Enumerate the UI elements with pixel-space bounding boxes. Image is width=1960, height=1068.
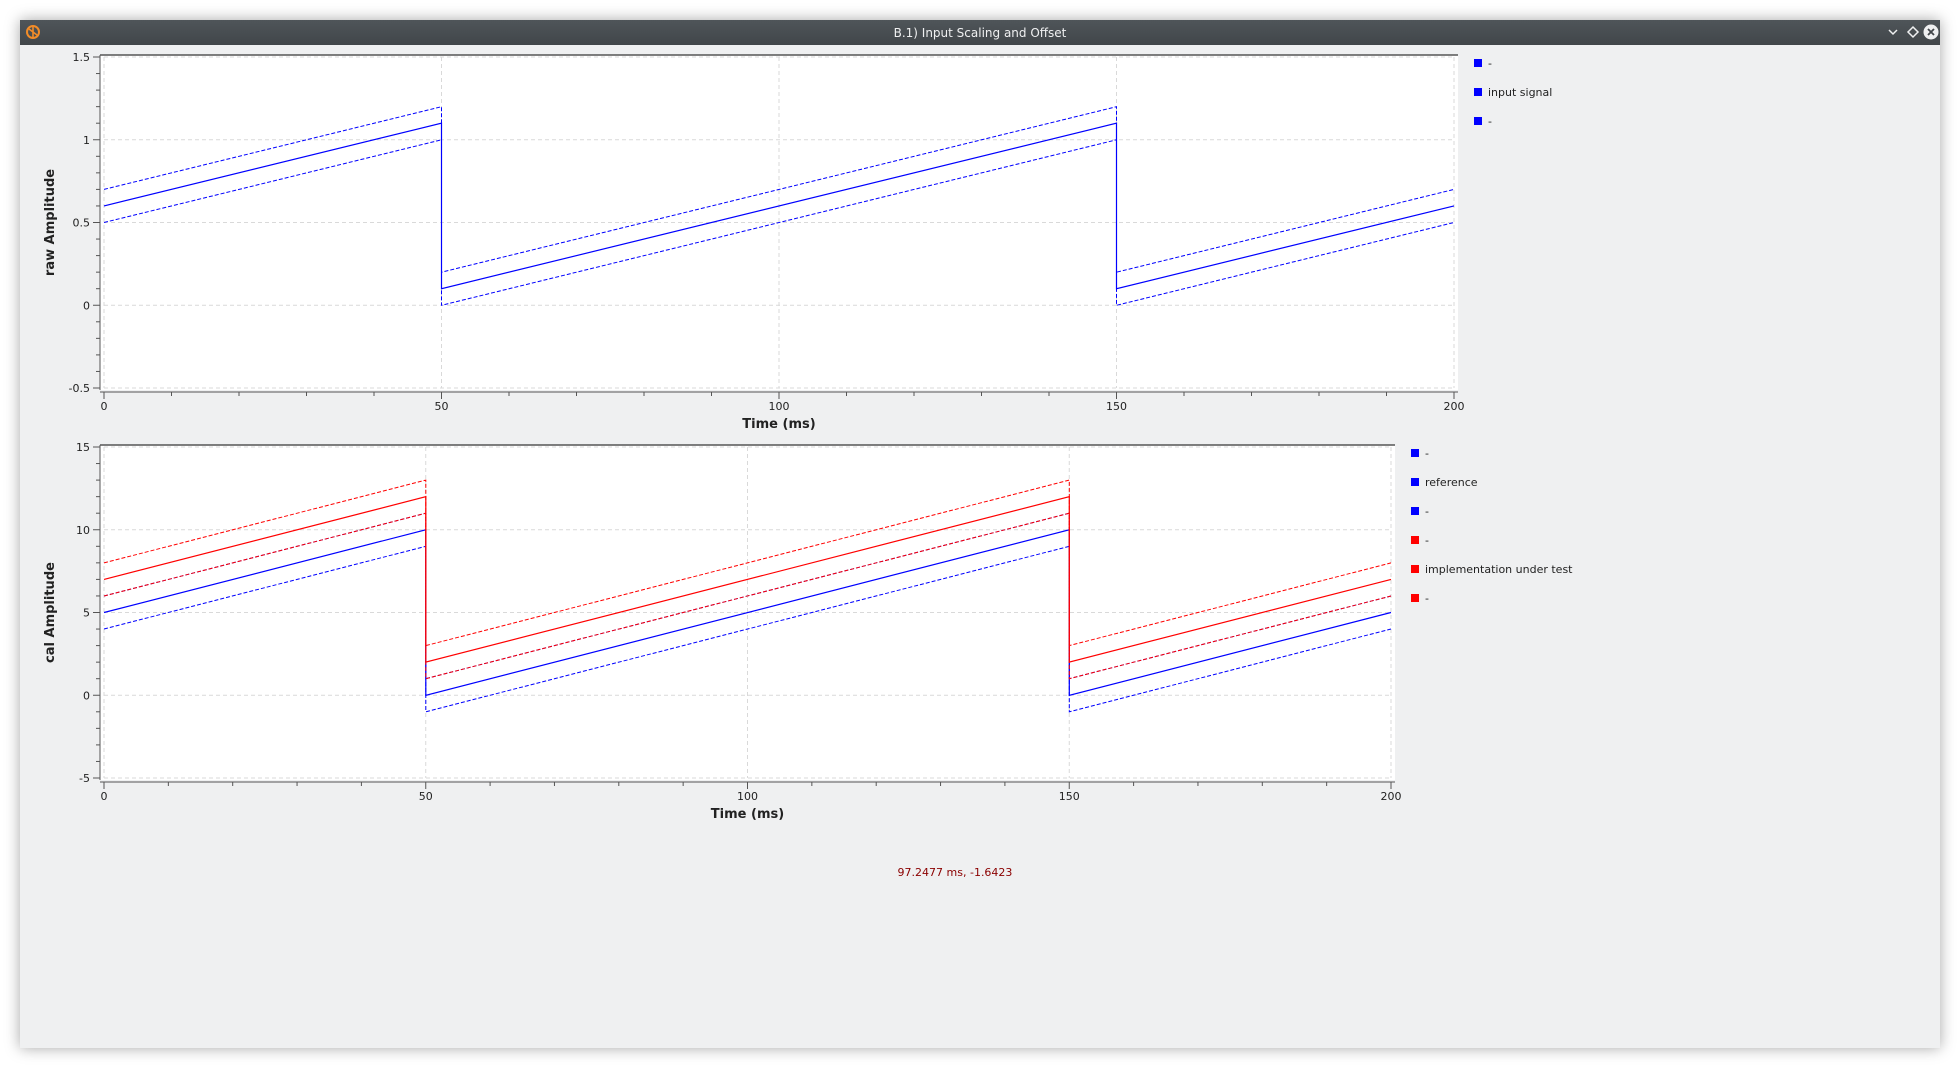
legend-swatch[interactable] [1411,449,1419,457]
x-axis-label: Time (ms) [711,807,784,822]
y-tick-label: 0.5 [73,217,91,230]
y-tick-label: 0 [83,689,90,702]
cursor-readout: 97.2477 ms, -1.6423 [898,866,1013,879]
legend-swatch[interactable] [1474,117,1482,125]
axes: 0 50 100 150 200 -0.5 0 0.5 1 1.5 [69,51,1465,413]
x-tick-label: 0 [101,790,108,803]
y-axis-label: cal Amplitude [43,562,58,663]
y-tick-label: 1 [83,134,90,147]
x-tick-label: 100 [737,790,758,803]
series-line [103,122,1455,290]
legend-label[interactable]: implementation under test [1425,563,1573,576]
x-axis-label: Time (ms) [742,417,815,432]
app-window: B.1) Input Scaling and Offset 0 50 100 150 2… [20,20,1940,1048]
series-line [103,529,1392,697]
legend-swatch[interactable] [1411,536,1419,544]
axes: 0 50 100 150 200 -5 0 5 10 15 [76,441,1402,803]
series-line [103,479,1392,647]
x-tick-label: 200 [1381,790,1402,803]
minimize-icon[interactable] [1884,23,1902,41]
plot-area[interactable]: 0 50 100 150 200-0.500.511.5 Time (ms) raw A… [20,20,1940,1048]
legend[interactable]: - input signal - [1474,57,1552,128]
legend-swatch[interactable] [1474,59,1482,67]
x-tick-label: 50 [419,790,433,803]
legend-label[interactable]: - [1488,115,1492,128]
legend-label[interactable]: - [1425,447,1429,460]
raw-amplitude-plot[interactable]: 0 50 100 150 200 -0.5 0 0.5 1 1.5 Time (ms) raw A… [43,51,1552,432]
x-tick-label: 150 [1059,790,1080,803]
x-tick-label: 0 [101,400,108,413]
y-tick-label: -0.5 [69,382,90,395]
series-line [103,106,1455,273]
app-icon [26,25,40,39]
x-tick-label: 100 [769,400,790,413]
legend-swatch[interactable] [1411,507,1419,515]
series-line [103,495,1392,663]
close-icon[interactable] [1922,23,1940,41]
restore-icon[interactable] [1904,23,1922,41]
x-tick-label: 150 [1106,400,1127,413]
legend-label[interactable]: - [1425,592,1429,605]
y-tick-label: 5 [83,607,90,620]
window-title: B.1) Input Scaling and Offset [893,26,1067,40]
title-bar[interactable]: B.1) Input Scaling and Offset [20,20,1940,45]
y-axis-label: raw Amplitude [43,169,58,276]
x-tick-label: 200 [1444,400,1465,413]
y-tick-label: -5 [79,772,90,785]
cal-amplitude-plot[interactable]: 0 50 100 150 200 -5 0 5 10 15 Time (ms) cal Ampli… [43,441,1573,879]
grid [103,446,1392,779]
y-tick-label: 1.5 [73,51,91,64]
legend-label[interactable]: input signal [1488,86,1552,99]
legend-label[interactable]: - [1488,57,1492,70]
legend-swatch[interactable] [1411,565,1419,573]
y-tick-label: 10 [76,524,90,537]
series-line [103,512,1392,680]
series-group [103,479,1392,713]
legend-label[interactable]: - [1425,534,1429,547]
series-line [103,139,1455,306]
legend-swatch[interactable] [1411,478,1419,486]
legend[interactable]: - reference - - implementation under test - [1411,447,1573,605]
legend-swatch[interactable] [1474,88,1482,96]
series-line [103,545,1392,713]
series-group [103,106,1455,306]
x-tick-label: 50 [435,400,449,413]
legend-swatch[interactable] [1411,594,1419,602]
legend-label[interactable]: reference [1425,476,1478,489]
y-tick-label: 15 [76,441,90,454]
legend-label[interactable]: - [1425,505,1429,518]
y-tick-label: 0 [83,299,90,312]
